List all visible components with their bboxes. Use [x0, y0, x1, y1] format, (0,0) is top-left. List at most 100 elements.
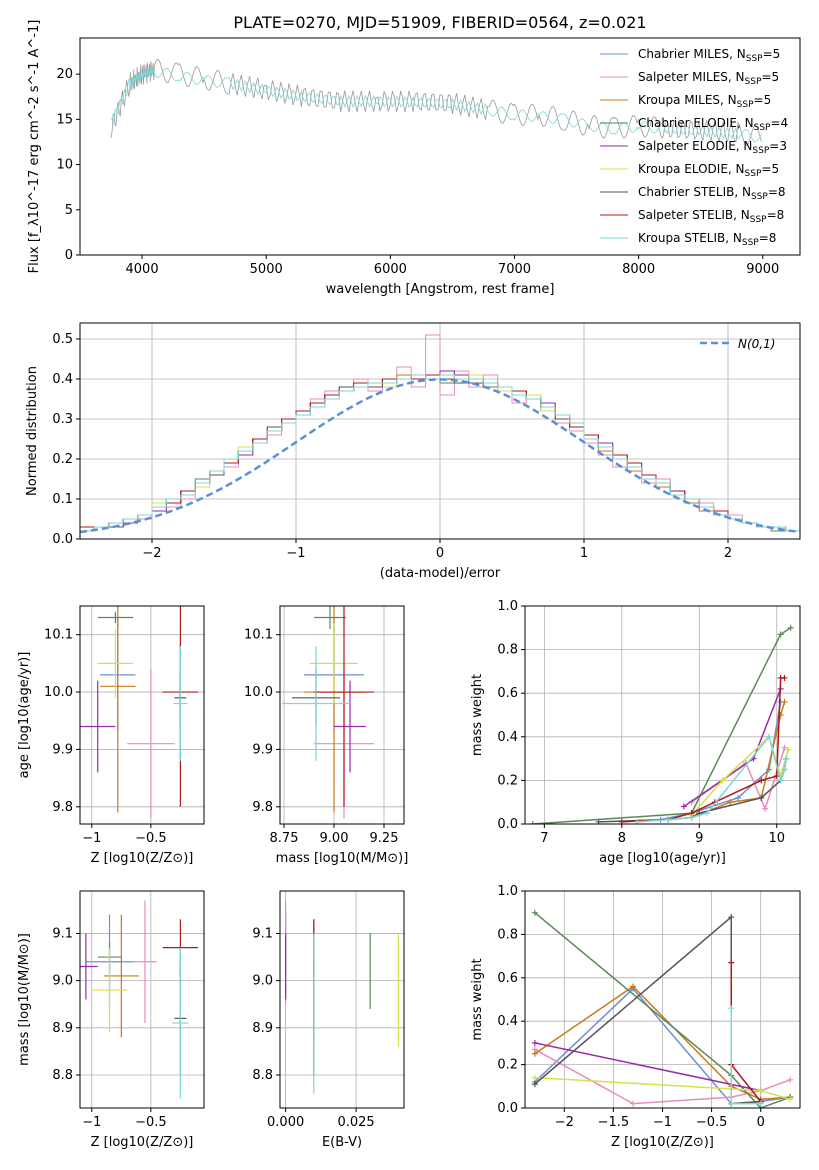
plot-area — [531, 909, 794, 1108]
x-axis-label: age [log10(age/yr)] — [599, 851, 726, 866]
weight-marker — [762, 805, 769, 812]
weight-marker — [531, 1039, 538, 1046]
weight-marker — [728, 1100, 735, 1107]
plot-area — [282, 606, 374, 819]
weight-marker — [728, 1005, 735, 1012]
y-tick-label: 10.1 — [244, 628, 273, 643]
plot-area — [80, 334, 800, 534]
weight-marker — [758, 777, 765, 784]
y-tick-label: 0.6 — [497, 686, 518, 701]
weight-marker — [758, 794, 765, 801]
spectrum-line-data — [110, 59, 762, 146]
weight-marker — [719, 777, 726, 784]
x-tick-label: 5000 — [250, 262, 283, 277]
legend-entry: Chabrier STELIB, NSSP=8 — [638, 185, 786, 202]
x-tick-label: −0.5 — [696, 1115, 728, 1130]
axes-frame — [79, 322, 801, 540]
errorbar-point — [282, 646, 350, 761]
x-axis-label: mass [log10(M/M⊙)] — [276, 851, 409, 866]
x-tick-label: 9000 — [746, 262, 779, 277]
y-tick-label: 1.0 — [497, 599, 518, 614]
errorbar-point — [133, 900, 157, 1024]
errorbar-point — [97, 628, 134, 698]
x-tick-label: 6000 — [374, 262, 407, 277]
axes-frame — [79, 37, 801, 256]
y-tick-label: 9.9 — [52, 742, 73, 757]
y-tick-label: 10 — [56, 158, 73, 173]
normal-curve — [80, 378, 800, 534]
x-tick-label: 10 — [768, 831, 785, 846]
y-tick-label: 0.8 — [497, 927, 518, 942]
errorbar-point — [97, 611, 134, 624]
weight-marker — [728, 959, 735, 966]
y-tick-label: 0.4 — [52, 372, 73, 387]
errorbar-point — [334, 680, 366, 773]
mass_vs_ebv-panel: 0.000 0.025 8.8 8.9 9.0 9.1 E(B-V) — [252, 890, 405, 1150]
x-tick-label: −1 — [286, 546, 305, 561]
y-tick-label: 9.8 — [52, 800, 73, 815]
weight-marker — [727, 799, 734, 806]
y-axis-label: Normed distribution — [25, 366, 40, 496]
weight-marker — [757, 1087, 764, 1094]
weight-line — [637, 735, 787, 823]
age_vs_Z-panel: −1 −0.5 9.8 9.9 10.0 10.1 Z [log10(Z/Z⊙)] age [… — [17, 605, 205, 866]
x-tick-label: 9.25 — [370, 831, 399, 846]
weight-marker — [531, 909, 538, 916]
x-tick-label: 7 — [540, 831, 548, 846]
y-tick-label: 8.8 — [252, 1068, 273, 1083]
weight-marker — [665, 816, 672, 823]
weight-marker — [630, 983, 637, 990]
axes-frame — [79, 605, 205, 825]
weight-marker — [531, 1081, 538, 1088]
weight-marker — [630, 1100, 637, 1107]
x-tick-label: 9.00 — [320, 831, 349, 846]
weight_vs_Z-panel: −2 −1.5 −1 −0.5 0 0.0 0.2 0.4 0.6 0.8 1.0 Z [log10(… — [470, 884, 801, 1150]
weight-marker — [688, 814, 695, 821]
legend-entry: Salpeter MILES, NSSP=5 — [638, 70, 779, 87]
y-tick-label: 0.5 — [52, 332, 73, 347]
x-tick-label: 0 — [757, 1115, 765, 1130]
y-axis-label: mass weight — [470, 958, 485, 1040]
y-tick-label: 0.2 — [497, 1058, 518, 1073]
legend-entry: N(0,1) — [738, 337, 775, 351]
weight-marker — [766, 733, 773, 740]
axes-frame — [524, 890, 801, 1109]
y-tick-label: 0 — [65, 248, 73, 263]
y-tick-label: 0.2 — [52, 452, 73, 467]
x-tick-label: 8.75 — [270, 831, 299, 846]
legend-entry: Chabrier MILES, NSSP=5 — [638, 47, 780, 64]
weight-marker — [781, 744, 788, 751]
age_vs_mass-panel: 8.75 9.00 9.25 9.8 9.9 10.0 10.1 mass [log10(M/… — [244, 605, 409, 866]
errorbar-point — [314, 606, 346, 629]
x-tick-label: −1 — [653, 1115, 672, 1130]
weight-marker — [704, 810, 711, 817]
legend-entry: Chabrier ELODIE, NSSP=4 — [638, 116, 788, 133]
x-axis-label: E(B-V) — [322, 1135, 362, 1150]
axes-frame — [79, 890, 205, 1109]
plot-area — [80, 606, 199, 819]
weight-marker — [781, 766, 788, 773]
y-axis-label: age [log10(age/yr)] — [17, 652, 32, 779]
x-tick-label: 4000 — [126, 262, 159, 277]
y-tick-label: 8.9 — [52, 1021, 73, 1036]
weight-marker — [781, 698, 788, 705]
legend-entry: Kroupa MILES, NSSP=5 — [638, 93, 771, 110]
legend-entry: Kroupa ELODIE, NSSP=5 — [638, 162, 779, 179]
y-tick-label: 0.4 — [497, 730, 518, 745]
x-axis-label: Z [log10(Z/Z⊙)] — [611, 1135, 714, 1150]
x-tick-label: −1 — [82, 831, 101, 846]
x-tick-label: 8 — [618, 831, 626, 846]
weight-marker — [787, 1076, 794, 1083]
y-tick-label: 9.0 — [52, 974, 73, 989]
errorbar-point — [80, 933, 98, 1000]
weight-marker — [777, 777, 784, 784]
weight_vs_age-panel: 7 8 9 10 0.0 0.2 0.4 0.6 0.8 1.0 age [log10(age/yr… — [470, 599, 801, 866]
y-tick-label: 0.8 — [497, 643, 518, 658]
y-axis-label: Flux [f_λ10^-17 erg cm^-2 s^-1 A^-1] — [27, 20, 42, 274]
legend-entry: Kroupa STELIB, NSSP=8 — [638, 231, 776, 248]
mass_vs_Z-panel: −1 −0.5 8.8 8.9 9.0 9.1 Z [log10(Z/Z⊙)] mass [l… — [17, 890, 205, 1150]
y-tick-label: 9.1 — [252, 926, 273, 941]
spectrum-panel: 4000 5000 6000 7000 8000 9000 0 5 10 15 20 waveleng… — [27, 20, 801, 297]
x-tick-label: 0.000 — [267, 1115, 304, 1130]
y-tick-label: 9.1 — [52, 926, 73, 941]
